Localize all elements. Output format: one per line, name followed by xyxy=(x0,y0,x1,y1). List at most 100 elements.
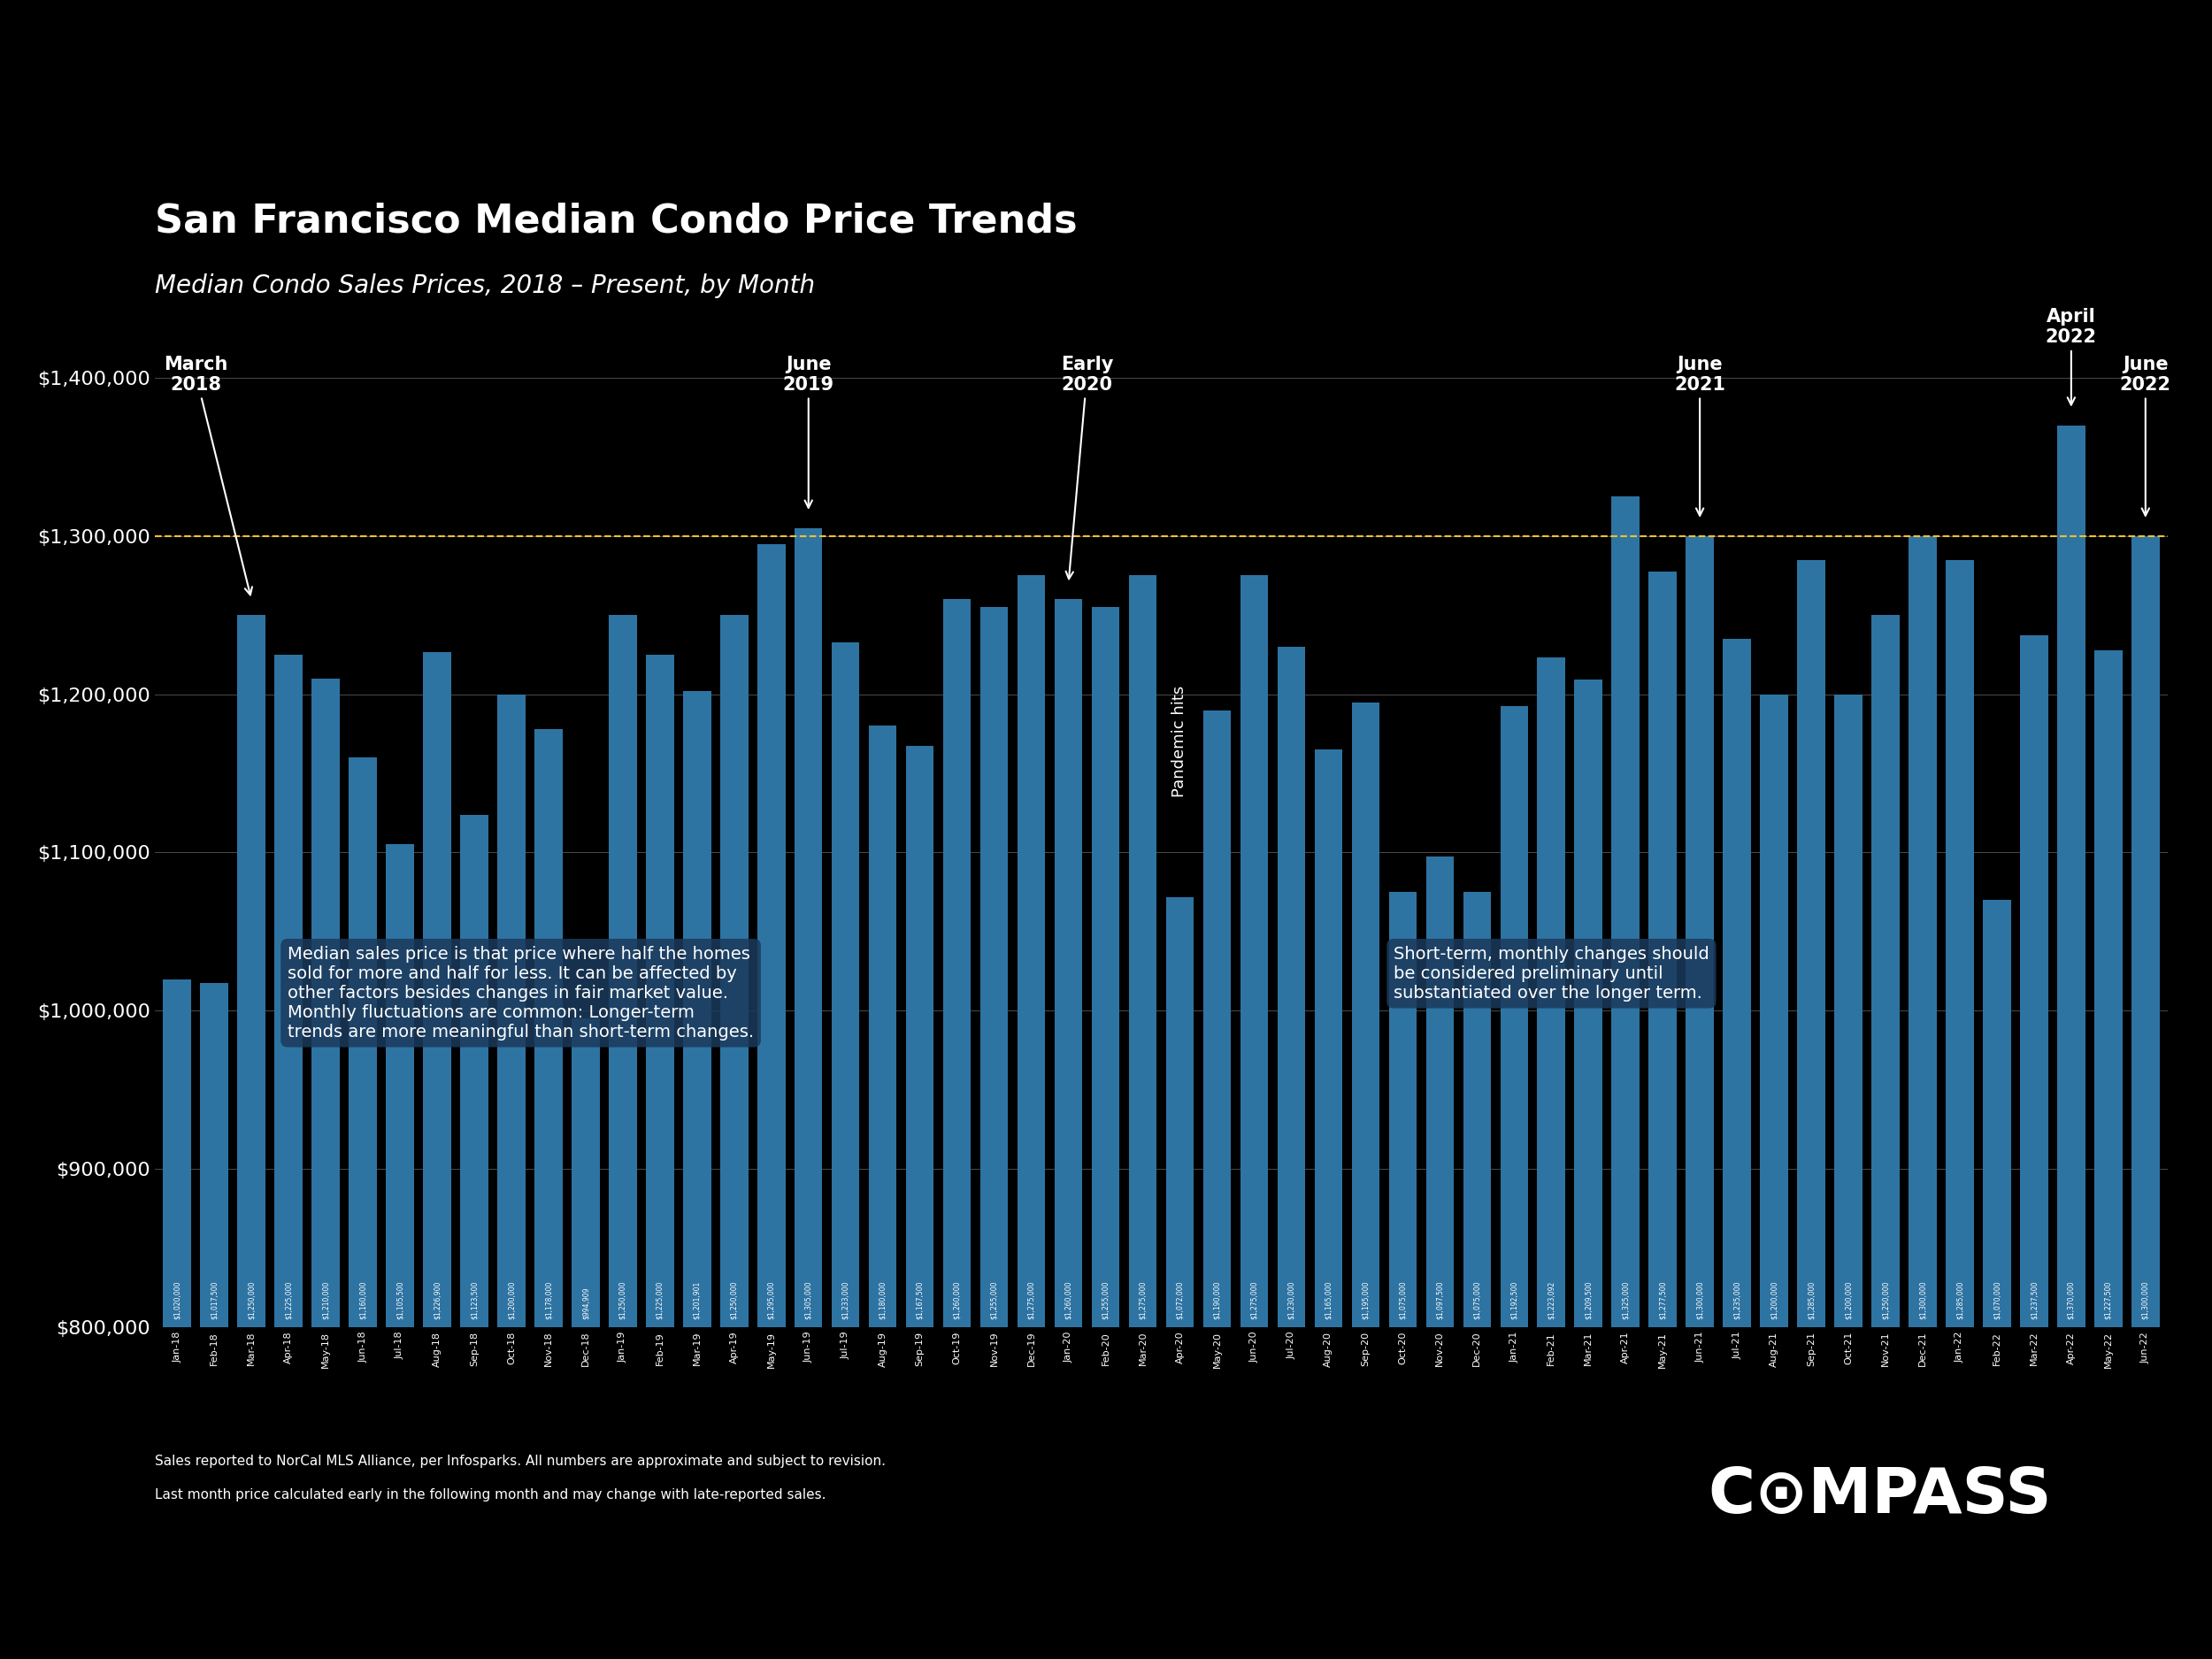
Text: Sales reported to NorCal MLS Alliance, per Infosparks. All numbers are approxima: Sales reported to NorCal MLS Alliance, p… xyxy=(155,1455,885,1468)
Text: Last month price calculated early in the following month and may change with lat: Last month price calculated early in the… xyxy=(155,1488,825,1501)
Bar xyxy=(1982,899,2011,1659)
Text: $1,200,000: $1,200,000 xyxy=(1845,1281,1851,1319)
Bar xyxy=(1834,693,1863,1659)
Text: $1,275,000: $1,275,000 xyxy=(1026,1281,1035,1319)
Text: San Francisco Median Condo Price Trends: San Francisco Median Condo Price Trends xyxy=(155,202,1077,241)
Bar xyxy=(1500,707,1528,1659)
Text: $1,200,000: $1,200,000 xyxy=(507,1281,515,1319)
Text: $994,909: $994,909 xyxy=(582,1287,591,1319)
Bar xyxy=(1686,536,1714,1659)
Bar xyxy=(1352,702,1380,1659)
Text: $1,178,000: $1,178,000 xyxy=(544,1281,553,1319)
Text: $1,275,000: $1,275,000 xyxy=(1250,1281,1259,1319)
Bar xyxy=(1314,750,1343,1659)
Text: $1,167,500: $1,167,500 xyxy=(916,1281,925,1319)
Text: $1,200,000: $1,200,000 xyxy=(1770,1281,1778,1319)
Bar xyxy=(1203,710,1230,1659)
Bar xyxy=(1241,576,1267,1659)
Bar xyxy=(1947,559,1973,1659)
Bar xyxy=(1093,607,1119,1659)
Bar xyxy=(980,607,1009,1659)
Bar xyxy=(460,815,489,1659)
Bar xyxy=(1871,615,1900,1659)
Text: $1,201,901: $1,201,901 xyxy=(692,1281,701,1319)
Text: $1,370,000: $1,370,000 xyxy=(2068,1281,2075,1319)
Text: $1,195,000: $1,195,000 xyxy=(1363,1281,1369,1319)
Bar xyxy=(1128,576,1157,1659)
Bar xyxy=(201,984,228,1659)
Bar xyxy=(2132,536,2159,1659)
Bar xyxy=(1909,536,1936,1659)
Text: $1,260,000: $1,260,000 xyxy=(953,1281,960,1319)
Text: $1,160,000: $1,160,000 xyxy=(358,1281,367,1319)
Bar xyxy=(349,758,376,1659)
Text: $1,230,000: $1,230,000 xyxy=(1287,1281,1296,1319)
Bar xyxy=(2057,425,2086,1659)
Text: $1,123,500: $1,123,500 xyxy=(471,1281,478,1319)
Bar xyxy=(942,599,971,1659)
Bar xyxy=(498,693,524,1659)
Text: $1,275,000: $1,275,000 xyxy=(1139,1281,1146,1319)
Bar xyxy=(1166,898,1194,1659)
Text: $1,227,500: $1,227,500 xyxy=(2104,1281,2112,1319)
Bar xyxy=(684,692,710,1659)
Bar xyxy=(907,745,933,1659)
Text: $1,209,500: $1,209,500 xyxy=(1584,1281,1593,1319)
Bar xyxy=(1798,559,1825,1659)
Text: $1,250,000: $1,250,000 xyxy=(730,1281,739,1319)
Text: June
2019: June 2019 xyxy=(783,355,834,508)
Text: $1,237,500: $1,237,500 xyxy=(2031,1281,2037,1319)
Text: $1,226,900: $1,226,900 xyxy=(434,1281,440,1319)
Bar xyxy=(1276,647,1305,1659)
Bar xyxy=(571,1019,599,1659)
Text: $1,223,092: $1,223,092 xyxy=(1546,1281,1555,1319)
Text: $1,300,000: $1,300,000 xyxy=(1697,1281,1703,1319)
Text: $1,285,000: $1,285,000 xyxy=(1807,1281,1816,1319)
Text: $1,300,000: $1,300,000 xyxy=(1918,1281,1927,1319)
Bar xyxy=(1018,576,1046,1659)
Text: $1,075,000: $1,075,000 xyxy=(1398,1281,1407,1319)
Bar xyxy=(1723,639,1752,1659)
Bar xyxy=(1389,893,1416,1659)
Text: $1,255,000: $1,255,000 xyxy=(1102,1281,1110,1319)
Text: $1,075,000: $1,075,000 xyxy=(1473,1281,1482,1319)
Text: $1,250,000: $1,250,000 xyxy=(619,1281,626,1319)
Text: June
2022: June 2022 xyxy=(2119,355,2172,516)
Bar xyxy=(2020,635,2048,1659)
Bar xyxy=(869,727,896,1659)
Text: $1,233,000: $1,233,000 xyxy=(841,1281,849,1319)
Text: Median sales price is that price where half the homes
sold for more and half for: Median sales price is that price where h… xyxy=(288,946,754,1040)
Bar xyxy=(721,615,748,1659)
Text: $1,190,000: $1,190,000 xyxy=(1212,1281,1221,1319)
Text: $1,285,000: $1,285,000 xyxy=(1955,1281,1964,1319)
Text: Pandemic hits: Pandemic hits xyxy=(1172,685,1188,798)
Bar xyxy=(1575,679,1601,1659)
Bar xyxy=(422,652,451,1659)
Text: $1,070,000: $1,070,000 xyxy=(1993,1281,2002,1319)
Text: $1,017,500: $1,017,500 xyxy=(210,1281,219,1319)
Text: $1,020,000: $1,020,000 xyxy=(173,1281,181,1319)
Bar xyxy=(164,979,190,1659)
Text: $1,305,000: $1,305,000 xyxy=(805,1281,812,1319)
Bar xyxy=(608,615,637,1659)
Bar xyxy=(1427,856,1453,1659)
Text: $1,235,000: $1,235,000 xyxy=(1732,1281,1741,1319)
Bar xyxy=(535,728,562,1659)
Bar xyxy=(1648,572,1677,1659)
Text: $1,250,000: $1,250,000 xyxy=(1882,1281,1889,1319)
Text: March
2018: March 2018 xyxy=(164,355,252,596)
Text: $1,255,000: $1,255,000 xyxy=(991,1281,998,1319)
Text: Short-term, monthly changes should
be considered preliminary until
substantiated: Short-term, monthly changes should be co… xyxy=(1394,946,1710,1002)
Bar xyxy=(1613,496,1639,1659)
Text: $1,277,500: $1,277,500 xyxy=(1659,1281,1666,1319)
Text: April
2022: April 2022 xyxy=(2046,309,2097,405)
Bar xyxy=(1761,693,1787,1659)
Bar xyxy=(312,679,341,1659)
Text: C⊙MPASS: C⊙MPASS xyxy=(1708,1465,2053,1526)
Text: $1,192,500: $1,192,500 xyxy=(1511,1281,1517,1319)
Text: $1,105,500: $1,105,500 xyxy=(396,1281,405,1319)
Text: $1,165,000: $1,165,000 xyxy=(1325,1281,1332,1319)
Bar xyxy=(1462,893,1491,1659)
Text: Median Condo Sales Prices, 2018 – Present, by Month: Median Condo Sales Prices, 2018 – Presen… xyxy=(155,274,814,299)
Text: $1,210,000: $1,210,000 xyxy=(321,1281,330,1319)
